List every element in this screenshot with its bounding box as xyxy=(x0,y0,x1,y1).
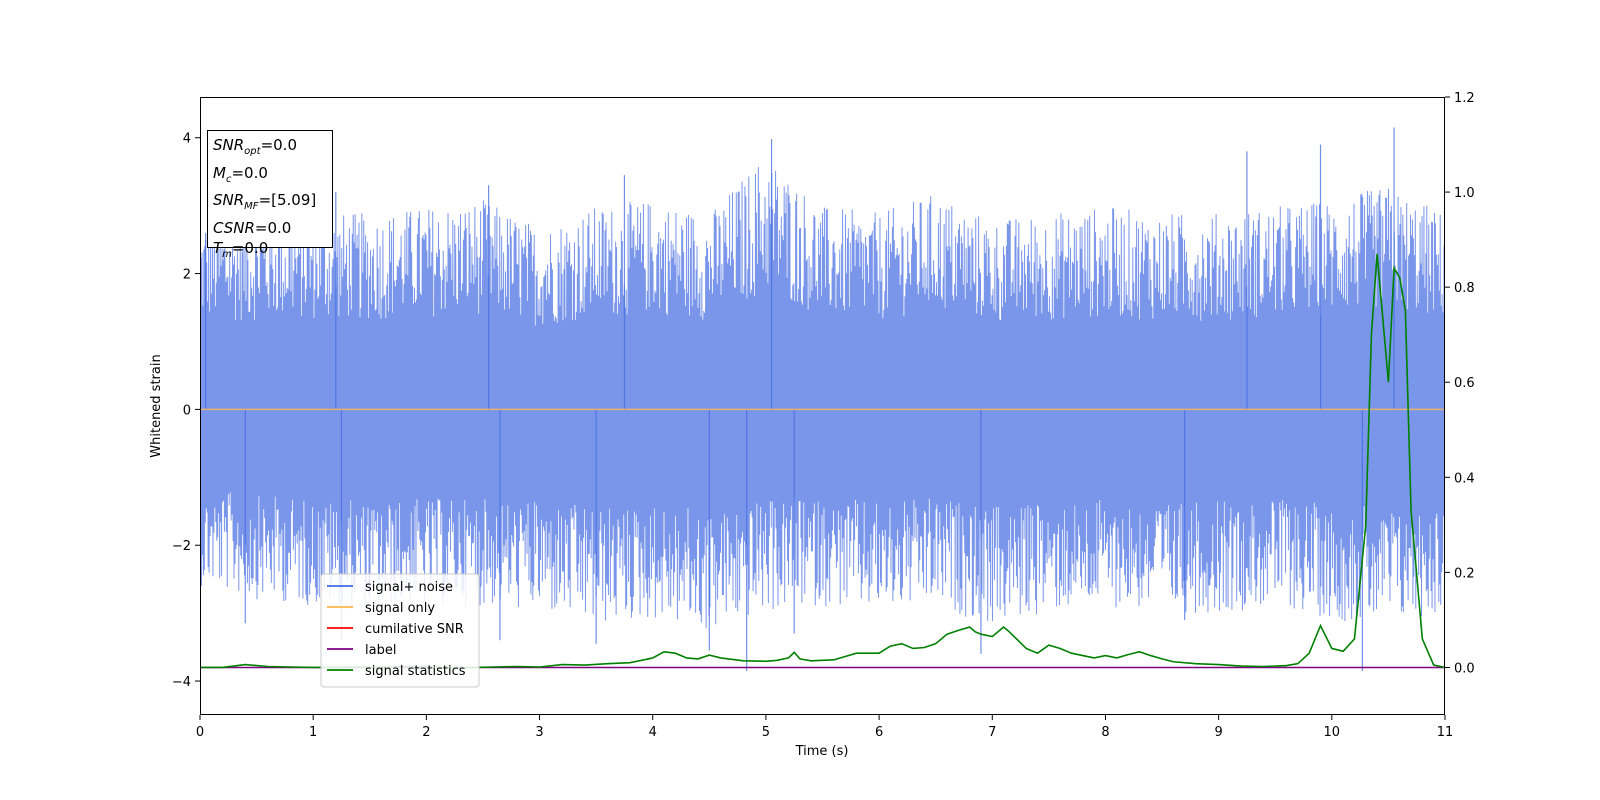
y2-tick-label: 0.2 xyxy=(1454,566,1475,581)
csnr-line: CSNR=0.0 xyxy=(213,218,292,237)
tm-line: Tm=0.0 xyxy=(213,239,269,260)
x-tick-label: 9 xyxy=(1214,725,1222,740)
y-tick-label: −4 xyxy=(172,675,191,690)
plot-frame xyxy=(200,97,1445,715)
series-signal-statistics-line xyxy=(200,253,1445,669)
stats-annotation-box: SNRopt=0.0 Mc=0.0 SNRMF=[5.09] CSNR=0.0 … xyxy=(207,130,333,260)
snr-opt-line: SNRopt=0.0 xyxy=(213,136,297,157)
x-tick-label: 0 xyxy=(196,725,204,740)
x-tick-label: 1 xyxy=(309,725,317,740)
mc-line: Mc=0.0 xyxy=(213,163,268,185)
legend-box xyxy=(320,573,480,688)
x-tick-label: 3 xyxy=(535,725,543,740)
legend-label: label xyxy=(365,643,396,658)
y2-tick-label: 0.4 xyxy=(1454,471,1475,486)
legend: signal+ noise signal only cumilative SNR la… xyxy=(320,573,480,688)
y-tick-label: −2 xyxy=(172,539,191,554)
x-tick-label: 7 xyxy=(988,725,996,740)
x-tick-label: 6 xyxy=(875,725,883,740)
x-tick-label: 5 xyxy=(762,725,770,740)
y2-tick-label: 0.6 xyxy=(1454,376,1475,391)
x-tick-label: 2 xyxy=(422,725,430,740)
x-axis: 0 1 2 3 4 5 6 7 8 9 10 11 xyxy=(196,715,1453,740)
snr-mf-line: SNRMF=[5.09] xyxy=(213,191,317,212)
legend-label: signal only xyxy=(365,601,435,616)
y-tick-label: 0 xyxy=(183,403,191,418)
y-tick-label: 4 xyxy=(183,132,191,147)
legend-label: signal+ noise xyxy=(365,580,453,595)
x-tick-label: 4 xyxy=(649,725,657,740)
x-axis-title: Time (s) xyxy=(795,744,849,759)
y2-tick-label: 0.8 xyxy=(1454,281,1475,296)
y2-tick-label: 1.0 xyxy=(1454,186,1475,201)
series-signal-noise-line xyxy=(200,167,1445,629)
legend-label: cumilative SNR xyxy=(365,622,464,637)
y-axis-right: 0.0 0.2 0.4 0.6 0.8 1.0 1.2 xyxy=(1445,91,1475,676)
y-axis-left: −4 −2 0 2 4 xyxy=(172,132,200,690)
x-tick-label: 8 xyxy=(1101,725,1109,740)
x-tick-label: 10 xyxy=(1324,725,1341,740)
legend-label: signal statistics xyxy=(365,664,466,679)
y-tick-label: 2 xyxy=(183,268,191,283)
y2-tick-label: 1.2 xyxy=(1454,91,1475,106)
y-axis-title: Whitened strain xyxy=(149,354,164,457)
x-tick-label: 11 xyxy=(1437,725,1454,740)
y2-tick-label: 0.0 xyxy=(1454,661,1475,676)
